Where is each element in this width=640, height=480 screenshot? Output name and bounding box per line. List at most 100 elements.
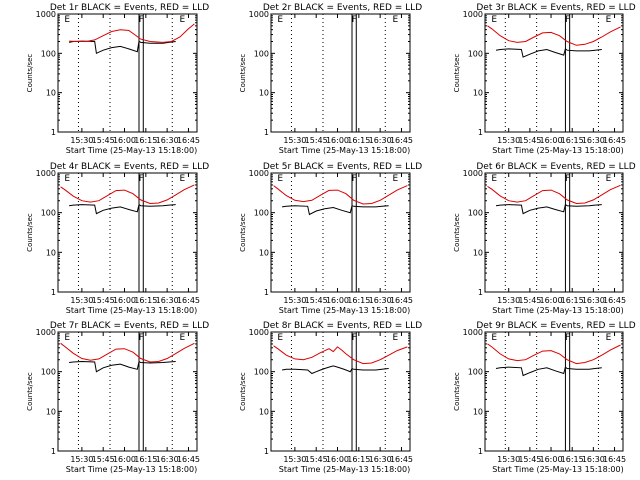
y-tick-label: 10: [46, 248, 56, 257]
y-axis-label: Counts/sec: [26, 54, 34, 93]
x-tick-label: 16:00: [326, 136, 349, 145]
event-marker: F: [139, 174, 144, 184]
x-tick-label: 16:45: [390, 455, 413, 464]
y-axis-label: Counts/sec: [239, 372, 247, 411]
x-tick-label: 16:30: [156, 455, 179, 464]
y-axis-label: Counts/sec: [26, 213, 34, 252]
y-tick-label: 1: [264, 447, 269, 456]
x-tick-label: 15:30: [497, 455, 520, 464]
event-marker: E: [180, 15, 186, 25]
event-marker: F: [565, 15, 570, 25]
lld-rate-line: [487, 343, 621, 365]
lld-rate-line: [60, 342, 195, 363]
x-axis-label: Start Time (25-May-13 15:18:00): [492, 465, 623, 474]
x-tick-label: 16:15: [134, 136, 157, 145]
y-tick-label: 1: [51, 128, 56, 137]
events-rate-line: [282, 205, 389, 216]
x-tick-label: 16:15: [347, 296, 370, 305]
panel-3: Det 3r BLACK = Events, RED = LLD 1 10 100 10…: [453, 3, 636, 155]
x-tick-label: 16:00: [113, 455, 136, 464]
y-tick-label: 10: [259, 407, 269, 416]
panel-title: Det 1r BLACK = Events, RED = LLD: [50, 3, 209, 13]
x-tick-label: 15:45: [92, 296, 115, 305]
x-axis-label: Start Time (25-May-13 15:18:00): [492, 146, 623, 155]
y-tick-label: 1000: [249, 328, 269, 337]
x-tick-label: 15:30: [283, 296, 306, 305]
y-tick-label: 1: [478, 128, 483, 137]
x-tick-label: 16:00: [540, 296, 563, 305]
y-tick-label: 10: [259, 248, 269, 257]
panel-title: Det 4r BLACK = Events, RED = LLD: [50, 162, 209, 172]
x-axis-label: Start Time (25-May-13 15:18:00): [66, 465, 197, 474]
x-tick-label: 16:30: [369, 455, 392, 464]
x-tick-label: 16:15: [561, 296, 584, 305]
event-marker: E: [64, 15, 70, 25]
event-marker: F: [352, 333, 357, 343]
x-tick-label: 16:30: [582, 455, 605, 464]
x-tick-label: 16:45: [177, 136, 200, 145]
event-marker: E: [491, 15, 497, 25]
x-tick-label: 15:45: [92, 136, 115, 145]
y-tick-label: 100: [254, 368, 269, 377]
plot-frame: [484, 331, 624, 452]
event-marker: E: [180, 174, 186, 184]
x-tick-label: 16:45: [177, 296, 200, 305]
y-tick-label: 100: [41, 209, 56, 218]
panel-7: Det 7r BLACK = Events, RED = LLD 1 10 100 10…: [26, 321, 209, 474]
panel-1: Det 1r BLACK = Events, RED = LLD 1 10 100 10…: [26, 3, 209, 155]
x-tick-label: 16:00: [540, 455, 563, 464]
x-tick-label: 15:45: [305, 136, 328, 145]
y-tick-label: 100: [468, 368, 483, 377]
events-rate-line: [282, 365, 389, 375]
events-rate-line: [495, 203, 602, 215]
x-tick-label: 16:30: [369, 136, 392, 145]
y-tick-label: 1000: [36, 10, 56, 19]
y-tick-label: 1000: [463, 10, 483, 19]
y-axis-label: Counts/sec: [453, 372, 461, 411]
lld-rate-line: [273, 185, 408, 205]
event-marker: E: [277, 333, 283, 343]
event-marker: E: [606, 174, 612, 184]
plot-frame: [270, 331, 411, 452]
y-tick-label: 100: [468, 209, 483, 218]
x-tick-label: 16:45: [603, 455, 626, 464]
event-marker: E: [606, 333, 612, 343]
y-tick-label: 10: [473, 407, 483, 416]
x-tick-label: 15:30: [70, 455, 93, 464]
y-tick-label: 1: [478, 447, 483, 456]
plot-frame: [57, 172, 198, 293]
event-marker: E: [393, 174, 399, 184]
y-tick-label: 100: [41, 49, 56, 58]
x-axis-label: Start Time (25-May-13 15:18:00): [279, 146, 410, 155]
plot-frame: [484, 13, 624, 133]
event-marker: F: [565, 333, 570, 343]
x-tick-label: 16:30: [156, 136, 179, 145]
x-tick-label: 16:15: [561, 136, 584, 145]
y-tick-label: 10: [46, 89, 56, 98]
x-axis-label: Start Time (25-May-13 15:18:00): [66, 306, 197, 315]
y-axis-label: Counts/sec: [453, 54, 461, 93]
panel-2: Det 2r BLACK = Events, RED = LLD 1 10 100 10…: [239, 3, 422, 155]
x-tick-label: 15:30: [283, 455, 306, 464]
x-tick-label: 16:00: [326, 455, 349, 464]
x-tick-label: 15:45: [518, 296, 541, 305]
panel-4: Det 4r BLACK = Events, RED = LLD 1 10 100 10…: [26, 162, 209, 315]
x-tick-label: 16:30: [156, 296, 179, 305]
lld-rate-line: [487, 25, 621, 46]
event-marker: E: [393, 15, 399, 25]
plot-frame: [57, 331, 198, 452]
x-tick-label: 16:30: [582, 136, 605, 145]
x-tick-label: 16:45: [603, 136, 626, 145]
lld-rate-line: [60, 184, 195, 205]
y-tick-label: 1000: [249, 169, 269, 178]
x-axis-label: Start Time (25-May-13 15:18:00): [279, 306, 410, 315]
event-marker: E: [491, 174, 497, 184]
x-tick-label: 15:30: [70, 136, 93, 145]
y-tick-label: 100: [41, 368, 56, 377]
x-tick-label: 16:15: [347, 455, 370, 464]
y-tick-label: 10: [473, 89, 483, 98]
event-marker: F: [352, 174, 357, 184]
y-tick-label: 1: [51, 288, 56, 297]
panel-title: Det 8r BLACK = Events, RED = LLD: [263, 321, 422, 331]
